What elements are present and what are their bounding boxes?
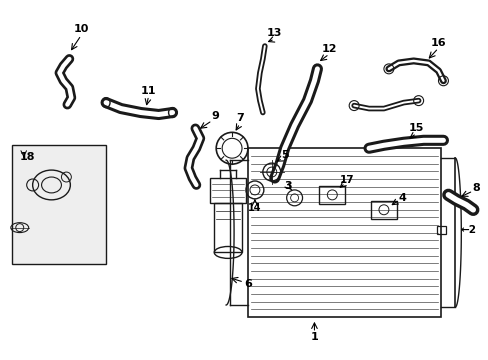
- Text: 11: 11: [141, 86, 156, 96]
- Text: 3: 3: [283, 181, 291, 191]
- Text: 5: 5: [280, 150, 288, 160]
- Text: 4: 4: [398, 193, 406, 203]
- Text: 16: 16: [430, 38, 446, 48]
- Text: 17: 17: [339, 175, 354, 185]
- Text: 10: 10: [73, 24, 89, 34]
- Text: 14: 14: [248, 203, 261, 213]
- Text: 7: 7: [236, 113, 244, 123]
- Text: 13: 13: [266, 28, 282, 38]
- Bar: [436, 226, 446, 234]
- Text: 8: 8: [471, 183, 479, 193]
- Text: ←2: ←2: [459, 225, 475, 235]
- Text: 6: 6: [244, 279, 251, 289]
- Text: 18: 18: [20, 152, 35, 162]
- Text: 1: 1: [310, 332, 318, 342]
- Text: 15: 15: [408, 123, 424, 134]
- Text: 9: 9: [211, 111, 219, 121]
- Polygon shape: [12, 145, 106, 264]
- Text: 12: 12: [321, 44, 336, 54]
